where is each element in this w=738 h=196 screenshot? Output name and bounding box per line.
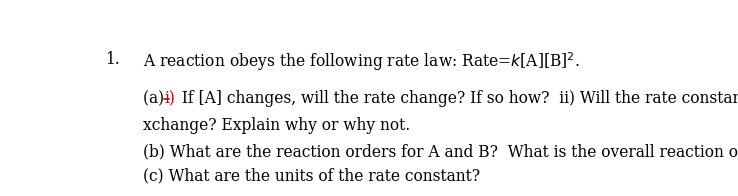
Text: 1.: 1. [105, 51, 120, 68]
Text: (b) What are the reaction orders for A and B?  What is the overall reaction orde: (b) What are the reaction orders for A a… [142, 143, 738, 161]
Text: (c) What are the units of the rate constant?: (c) What are the units of the rate const… [142, 168, 480, 185]
Text: i): i) [165, 90, 175, 107]
Text: xchange? Explain why or why not.: xchange? Explain why or why not. [142, 117, 410, 134]
Text: (a): (a) [142, 90, 168, 107]
Text: If [A] changes, will the rate change? If so how?  ii) Will the rate constant: If [A] changes, will the rate change? If… [177, 90, 738, 107]
Text: A reaction obeys the following rate law: Rate=$k$[A][B]$^{2}$.: A reaction obeys the following rate law:… [142, 51, 579, 73]
